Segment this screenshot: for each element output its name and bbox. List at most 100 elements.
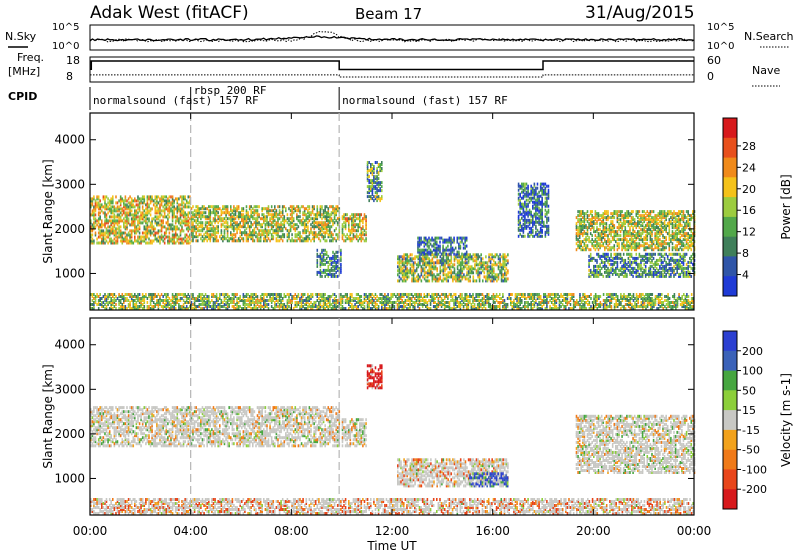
- echo-cell: [681, 240, 683, 244]
- echo-cell: [351, 229, 353, 233]
- echo-cell: [192, 239, 194, 243]
- echo-cell: [541, 190, 543, 194]
- echo-cell: [190, 221, 193, 225]
- echo-cell: [123, 223, 125, 227]
- echo-cell: [597, 248, 600, 252]
- echo-cell: [377, 181, 380, 185]
- echo-cell: [547, 216, 550, 220]
- echo-cell: [187, 205, 190, 209]
- echo-cell: [349, 217, 352, 221]
- echo-cell: [247, 213, 249, 217]
- echo-cell: [409, 257, 412, 261]
- echo-cell: [671, 242, 674, 246]
- echo-cell: [148, 231, 150, 235]
- echo-cell: [674, 220, 677, 224]
- echo-cell: [115, 221, 117, 225]
- echo-cell: [676, 224, 678, 228]
- echo-cell: [517, 196, 520, 200]
- echo-cell: [349, 215, 352, 219]
- echo-cell: [110, 205, 112, 209]
- echo-cell: [593, 228, 595, 232]
- echo-cell: [104, 231, 106, 235]
- echo-cell: [632, 218, 634, 222]
- echo-cell: [135, 215, 138, 219]
- echo-cell: [426, 275, 429, 279]
- echo-cell: [668, 222, 671, 226]
- echo-cell: [376, 171, 378, 175]
- echo-cell: [278, 223, 281, 227]
- echo-cell: [588, 274, 590, 278]
- echo-cell: [464, 257, 467, 261]
- echo-cell: [234, 217, 237, 221]
- echo-cell: [206, 235, 208, 239]
- echo-cell: [203, 227, 205, 231]
- echo-cell: [421, 250, 424, 254]
- echo-cell: [160, 219, 163, 223]
- echo-cell: [325, 217, 328, 221]
- echo-cell: [627, 260, 630, 264]
- echo-cell: [195, 209, 197, 213]
- echo-cell: [303, 239, 306, 243]
- echo-cell: [225, 211, 227, 215]
- echo-cell: [671, 270, 674, 274]
- echo-cell: [105, 301, 108, 304]
- echo-cell: [629, 230, 631, 234]
- echo-cell: [437, 261, 440, 265]
- echo-cell: [425, 242, 427, 246]
- echo-cell: [233, 225, 235, 229]
- echo-cell: [242, 231, 245, 235]
- echo-cell: [157, 207, 160, 211]
- echo-cell: [637, 230, 639, 234]
- echo-cell: [594, 248, 597, 252]
- echo-cell: [626, 238, 628, 242]
- echo-cell: [616, 254, 619, 258]
- echo-cell: [541, 218, 543, 222]
- echo-cell: [278, 217, 281, 221]
- echo-cell: [325, 256, 328, 260]
- echo-cell: [244, 225, 246, 229]
- echo-cell: [129, 233, 131, 237]
- echo-cell: [611, 272, 614, 276]
- echo-cell: [187, 235, 190, 239]
- echo-cell: [687, 236, 689, 240]
- echo-cell: [208, 221, 210, 225]
- echo-cell: [187, 223, 190, 227]
- echo-cell: [425, 263, 427, 267]
- echo-cell: [618, 274, 620, 278]
- echo-cell: [137, 241, 139, 245]
- echo-cell: [615, 232, 617, 236]
- echo-cell: [486, 273, 489, 277]
- echo-cell: [577, 244, 579, 248]
- echo-cell: [684, 232, 686, 236]
- echo-cell: [250, 231, 252, 235]
- echo-cell: [605, 268, 608, 272]
- echo-cell: [97, 301, 100, 304]
- echo-cell: [157, 229, 160, 233]
- echo-cell: [649, 246, 652, 250]
- echo-cell: [346, 233, 348, 237]
- echo-cell: [371, 173, 374, 177]
- echo-cell: [398, 279, 401, 283]
- echo-cell: [187, 227, 190, 231]
- echo-cell: [336, 233, 339, 237]
- echo-cell: [630, 216, 633, 220]
- echo-cell: [215, 209, 218, 213]
- echo-cell: [270, 209, 273, 213]
- echo-cell: [182, 209, 185, 213]
- echo-cell: [151, 223, 153, 227]
- echo-cell: [666, 224, 669, 228]
- echo-cell: [324, 258, 326, 262]
- echo-cell: [619, 256, 622, 260]
- echo-cell: [159, 241, 161, 245]
- echo-cell: [538, 210, 540, 214]
- echo-cell: [692, 244, 694, 248]
- echo-cell: [118, 221, 120, 225]
- echo-cell: [154, 195, 157, 199]
- echo-cell: [223, 225, 226, 229]
- echo-cell: [171, 201, 174, 205]
- echo-cell: [547, 230, 550, 234]
- echo-cell: [256, 223, 259, 227]
- echo-cell: [605, 254, 608, 258]
- echo-cell: [649, 224, 652, 228]
- echo-cell: [594, 238, 597, 242]
